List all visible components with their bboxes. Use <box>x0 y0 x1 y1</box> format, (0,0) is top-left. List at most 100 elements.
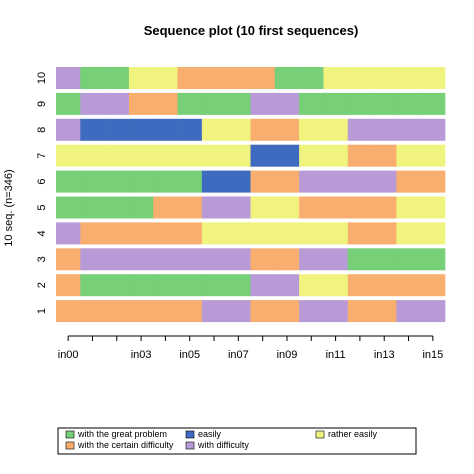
legend-label: with difficulty <box>197 440 249 450</box>
legend-swatch <box>315 430 325 439</box>
sequence-cell <box>274 170 300 193</box>
sequence-cell <box>372 118 397 141</box>
x-tick-label: in09 <box>277 349 298 361</box>
sequence-cell <box>396 300 421 323</box>
sequence-cell <box>80 170 105 193</box>
sequence-cell <box>274 67 300 89</box>
sequence-cell <box>396 248 421 271</box>
sequence-cell <box>420 170 446 193</box>
sequence-cell <box>104 67 130 89</box>
sequence-cell <box>104 196 130 219</box>
sequence-cell <box>201 300 227 323</box>
legend-swatch <box>185 430 195 439</box>
sequence-cell <box>128 196 154 219</box>
sequence-cell <box>420 300 446 323</box>
chart-title: Sequence plot (10 first sequences) <box>144 23 359 38</box>
y-tick-label: 2 <box>36 282 48 288</box>
sequence-cell <box>372 248 397 271</box>
sequence-cell <box>420 144 446 167</box>
legend-swatch <box>185 441 195 450</box>
y-tick-label: 6 <box>36 179 48 185</box>
legend-box <box>57 427 417 455</box>
sequence-cell <box>128 300 154 323</box>
sequence-cell <box>177 248 203 271</box>
sequence-cell <box>153 300 178 323</box>
sequence-cell <box>80 248 105 271</box>
sequence-cell <box>299 118 324 141</box>
sequence-cell <box>396 274 421 297</box>
sequence-cell <box>250 222 276 245</box>
sequence-cell <box>226 248 251 271</box>
sequence-cell <box>80 222 105 245</box>
sequence-cell <box>347 300 373 323</box>
sequence-cell <box>177 274 203 297</box>
sequence-cell <box>250 118 276 141</box>
sequence-cell <box>396 67 421 89</box>
sequence-cell <box>80 196 105 219</box>
sequence-cell <box>274 248 300 271</box>
sequence-cell <box>372 67 397 89</box>
sequence-cell <box>56 196 81 219</box>
sequence-cell <box>177 300 203 323</box>
sequence-cell <box>226 170 251 193</box>
sequence-cell <box>299 222 324 245</box>
x-tick-label: in13 <box>374 349 395 361</box>
sequence-cell <box>80 118 105 141</box>
sequence-cell <box>201 144 227 167</box>
sequence-cell <box>299 144 324 167</box>
sequence-cell <box>177 144 203 167</box>
sequence-cell <box>80 92 105 115</box>
sequence-cell <box>420 196 446 219</box>
sequence-cell <box>299 196 324 219</box>
y-tick-label: 1 <box>36 308 48 314</box>
sequence-cell <box>347 67 373 89</box>
sequence-cell <box>153 222 178 245</box>
sequence-cell <box>274 144 300 167</box>
legend-label: rather easily <box>328 429 378 439</box>
sequence-cell <box>250 274 276 297</box>
x-tick-label: in15 <box>422 349 443 361</box>
sequence-cell <box>250 67 276 89</box>
sequence-cell <box>396 118 421 141</box>
sequence-cell <box>299 248 324 271</box>
sequence-cell <box>56 144 81 167</box>
sequence-cell <box>128 67 154 89</box>
sequence-cell <box>372 274 397 297</box>
sequence-cell <box>128 118 154 141</box>
sequence-cell <box>372 196 397 219</box>
sequence-cell <box>128 144 154 167</box>
sequence-cell <box>274 118 300 141</box>
sequence-cell <box>177 222 203 245</box>
sequence-cell <box>420 274 446 297</box>
sequence-cell <box>104 144 130 167</box>
sequence-cell <box>153 92 178 115</box>
sequence-cell <box>347 118 373 141</box>
x-tick-label: in00 <box>58 349 79 361</box>
sequence-cell <box>177 118 203 141</box>
sequence-cell <box>80 67 105 89</box>
sequence-cell <box>177 196 203 219</box>
sequence-cell <box>420 92 446 115</box>
sequence-cell <box>323 118 349 141</box>
sequence-cell <box>396 144 421 167</box>
sequence-cell <box>274 196 300 219</box>
sequence-cell <box>274 274 300 297</box>
sequence-cell <box>396 222 421 245</box>
sequence-cell <box>201 118 227 141</box>
y-tick-label: 4 <box>36 230 48 236</box>
sequence-cell <box>372 144 397 167</box>
sequence-cell <box>201 248 227 271</box>
sequence-cell <box>347 222 373 245</box>
sequence-cell <box>128 248 154 271</box>
sequence-cell <box>372 222 397 245</box>
sequence-cell <box>347 248 373 271</box>
sequence-cell <box>153 170 178 193</box>
sequence-cell <box>372 300 397 323</box>
sequence-cell <box>201 196 227 219</box>
sequence-cell <box>56 222 81 245</box>
legend-label: with the certain difficulty <box>77 440 174 450</box>
sequence-cell <box>153 274 178 297</box>
sequence-cell <box>323 144 349 167</box>
sequence-cell <box>396 170 421 193</box>
